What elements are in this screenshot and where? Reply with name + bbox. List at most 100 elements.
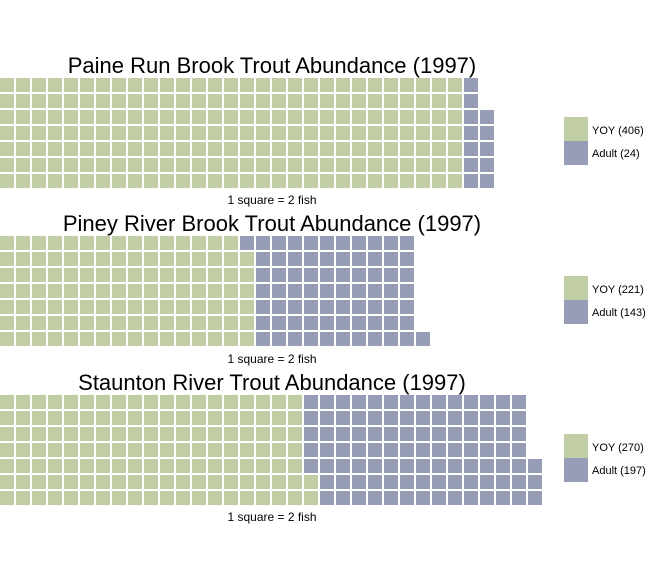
waffle-square-yoy — [240, 443, 254, 457]
waffle-square-yoy — [192, 174, 206, 188]
waffle-square-yoy — [96, 491, 110, 505]
waffle-square-adult — [320, 475, 334, 489]
waffle-square-adult — [416, 459, 430, 473]
waffle-square-adult — [528, 491, 542, 505]
waffle-square-adult — [384, 395, 398, 409]
waffle-square-adult — [496, 411, 510, 425]
waffle-square-yoy — [32, 268, 46, 282]
waffle-square-yoy — [48, 316, 62, 330]
waffle-square-adult — [304, 284, 318, 298]
waffle-square-yoy — [0, 316, 14, 330]
waffle-square-yoy — [128, 395, 142, 409]
waffle-square-yoy — [352, 142, 366, 156]
waffle-square-adult — [320, 284, 334, 298]
waffle-square-yoy — [272, 459, 286, 473]
waffle-square-yoy — [112, 411, 126, 425]
waffle-square-yoy — [272, 110, 286, 124]
waffle-square-yoy — [80, 94, 94, 108]
waffle-square-yoy — [256, 174, 270, 188]
waffle-square-yoy — [144, 300, 158, 314]
waffle-square-adult — [320, 395, 334, 409]
waffle-square-yoy — [176, 300, 190, 314]
waffle-square-yoy — [176, 94, 190, 108]
waffle-square-yoy — [112, 158, 126, 172]
waffle-square-yoy — [224, 475, 238, 489]
waffle-square-yoy — [256, 395, 270, 409]
waffle-square-adult — [416, 475, 430, 489]
waffle-square-adult — [368, 411, 382, 425]
waffle-square-yoy — [384, 94, 398, 108]
waffle-square-yoy — [208, 316, 222, 330]
waffle-square-yoy — [160, 236, 174, 250]
waffle-square-adult — [400, 395, 414, 409]
waffle-square-yoy — [48, 110, 62, 124]
waffle-square-yoy — [192, 126, 206, 140]
waffle-square-adult — [384, 332, 398, 346]
waffle-square-yoy — [32, 110, 46, 124]
waffle-square-adult — [496, 395, 510, 409]
waffle-square-adult — [512, 411, 526, 425]
waffle-square-yoy — [368, 174, 382, 188]
waffle-square-adult — [512, 427, 526, 441]
waffle-square-yoy — [256, 158, 270, 172]
waffle-square-adult — [272, 316, 286, 330]
waffle-square-yoy — [272, 174, 286, 188]
waffle-square-yoy — [384, 158, 398, 172]
waffle-square-yoy — [208, 443, 222, 457]
waffle-square-yoy — [0, 126, 14, 140]
waffle-square-yoy — [256, 459, 270, 473]
waffle-square-yoy — [160, 174, 174, 188]
waffle-square-yoy — [48, 268, 62, 282]
waffle-square-yoy — [224, 110, 238, 124]
waffle-square-yoy — [112, 142, 126, 156]
waffle-square-yoy — [224, 316, 238, 330]
waffle-square-yoy — [64, 142, 78, 156]
waffle-square-adult — [368, 252, 382, 266]
waffle-square-adult — [480, 110, 494, 124]
waffle-square-yoy — [112, 395, 126, 409]
waffle-square-yoy — [112, 174, 126, 188]
waffle-square-yoy — [432, 94, 446, 108]
waffle-square-yoy — [240, 475, 254, 489]
waffle-square-yoy — [240, 158, 254, 172]
waffle-square-yoy — [16, 158, 30, 172]
waffle-square-yoy — [0, 411, 14, 425]
waffle-square-adult — [352, 284, 366, 298]
waffle-square-adult — [256, 284, 270, 298]
waffle-square-yoy — [352, 94, 366, 108]
waffle-square-yoy — [48, 126, 62, 140]
waffle-square-yoy — [272, 427, 286, 441]
waffle-square-yoy — [384, 110, 398, 124]
waffle-square-yoy — [208, 300, 222, 314]
waffle-square-adult — [368, 316, 382, 330]
waffle-square-yoy — [176, 142, 190, 156]
waffle-square-yoy — [16, 284, 30, 298]
waffle-square-yoy — [176, 491, 190, 505]
legend-swatch-adult — [564, 300, 588, 324]
waffle-square-yoy — [96, 459, 110, 473]
waffle-square-yoy — [176, 110, 190, 124]
waffle-square-adult — [448, 411, 462, 425]
waffle-square-adult — [336, 427, 350, 441]
waffle-square-yoy — [80, 236, 94, 250]
waffle-square-adult — [272, 284, 286, 298]
waffle-square-yoy — [208, 284, 222, 298]
waffle-square-adult — [288, 268, 302, 282]
waffle-square-adult — [384, 284, 398, 298]
waffle-square-yoy — [288, 174, 302, 188]
waffle-square-yoy — [192, 236, 206, 250]
waffle-square-yoy — [32, 94, 46, 108]
waffle-square-yoy — [192, 475, 206, 489]
waffle-square-yoy — [224, 236, 238, 250]
waffle-square-adult — [368, 491, 382, 505]
waffle-grid — [0, 236, 430, 346]
waffle-square-adult — [304, 252, 318, 266]
waffle-square-yoy — [256, 126, 270, 140]
waffle-square-yoy — [80, 475, 94, 489]
waffle-square-yoy — [144, 142, 158, 156]
waffle-square-yoy — [32, 316, 46, 330]
waffle-square-yoy — [448, 174, 462, 188]
waffle-square-yoy — [16, 475, 30, 489]
waffle-square-yoy — [384, 78, 398, 92]
waffle-square-adult — [256, 252, 270, 266]
